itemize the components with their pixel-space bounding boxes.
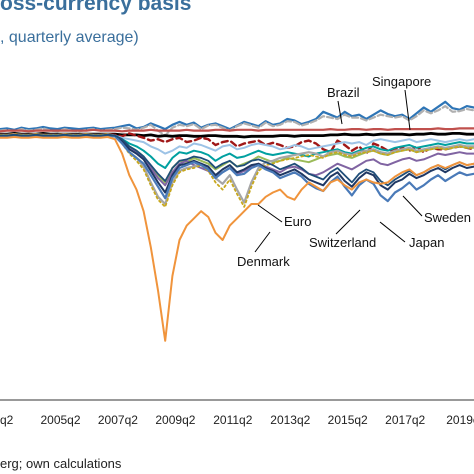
annotation-bg-switzerland bbox=[308, 235, 378, 250]
annotation-leader-sweden bbox=[402, 195, 423, 217]
x-tick-label: 2017q2 bbox=[385, 413, 425, 427]
annotation-bg-japan bbox=[408, 235, 446, 250]
series-line-sweden bbox=[0, 133, 474, 187]
series-line-denmark bbox=[0, 136, 474, 342]
annotation-leader-switzerland bbox=[335, 209, 361, 235]
annotation-leader-japan bbox=[379, 221, 406, 243]
annotations: Brazil Singapore Euro Denmark Switzerland Jap… bbox=[236, 74, 472, 269]
annotation-label-sweden: Sweden bbox=[424, 210, 471, 225]
x-tick-label: 2013q2 bbox=[270, 413, 310, 427]
annotation-label-japan: Japan bbox=[409, 235, 444, 250]
series-line-series-red bbox=[0, 127, 474, 133]
annotation-label-brazil: Brazil bbox=[327, 85, 360, 100]
chart-subtitle: , quarterly average) bbox=[0, 29, 139, 46]
x-tick-label: 2015q2 bbox=[328, 413, 368, 427]
annotation-bg-brazil bbox=[326, 85, 361, 100]
annotation-label-switzerland: Switzerland bbox=[309, 235, 376, 250]
x-tick-label: 2007q2 bbox=[98, 413, 138, 427]
x-tick-label: q2 bbox=[0, 413, 14, 427]
x-tick-label: 2011q2 bbox=[213, 413, 252, 427]
x-tick-label: 2019c bbox=[446, 413, 474, 427]
annotation-leader-singapore bbox=[404, 89, 411, 131]
series-lines bbox=[0, 100, 474, 342]
annotation-bg-denmark bbox=[236, 254, 292, 269]
chart-title: oss-currency basis bbox=[0, 0, 192, 15]
annotation-label-singapore: Singapore bbox=[372, 74, 431, 89]
annotation-bg-euro bbox=[283, 214, 313, 229]
annotation-label-denmark: Denmark bbox=[237, 254, 290, 269]
annotation-label-euro: Euro bbox=[284, 214, 311, 229]
x-axis-ticks: q2 2005q2 2007q2 2009q2 2011q2 2013q2 2015q2 20… bbox=[0, 413, 474, 427]
annotation-leader-euro bbox=[257, 204, 283, 223]
annotation-bg-singapore bbox=[371, 74, 433, 89]
x-tick-label: 2005q2 bbox=[40, 413, 80, 427]
annotation-bg-sweden bbox=[423, 210, 472, 225]
x-tick-label: 2009q2 bbox=[155, 413, 195, 427]
annotation-leader-brazil bbox=[337, 100, 343, 125]
chart-source: erg; own calculations bbox=[0, 456, 122, 471]
annotation-leader-denmark bbox=[254, 231, 271, 253]
series-line-switzerland bbox=[0, 133, 474, 194]
